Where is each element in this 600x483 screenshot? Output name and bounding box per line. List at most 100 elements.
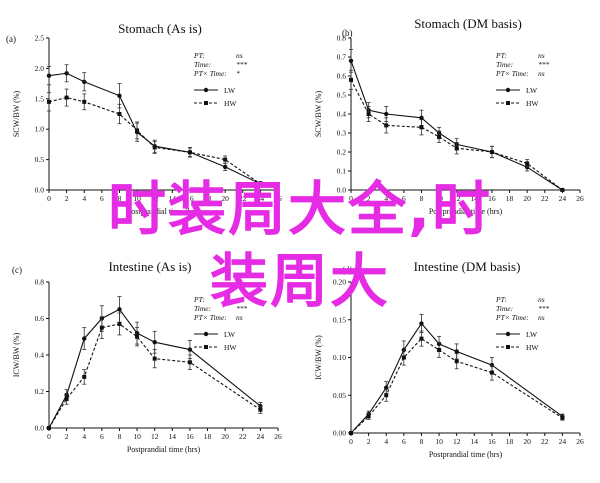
data-point [454,146,459,151]
data-point [152,356,157,361]
y-tick-label: 0.7 [337,53,347,62]
x-tick-label: 26 [576,194,584,203]
data-point [64,95,69,100]
data-point [46,73,52,78]
stat-label: PT× Time: [495,313,529,322]
x-axis-label: Postprandial time (hrs) [429,207,503,216]
x-tick-label: 18 [506,194,514,203]
data-point [401,355,406,360]
y-tick-label: 2.0 [35,64,45,73]
panel-letter: (c) [12,265,22,275]
data-point [99,325,104,330]
y-tick-label: 0.0 [337,186,347,195]
panel-letter: (d) [342,265,353,275]
x-tick-label: 26 [576,437,584,446]
x-tick-label: 2 [367,437,371,446]
data-point [117,112,122,116]
x-axis-label: Postprandial time (hrs) [127,207,201,216]
x-tick-label: 8 [420,437,424,446]
y-tick-label: 0.0 [35,424,45,433]
stat-value: *** [236,304,248,313]
legend-label: HW [224,99,237,108]
x-tick-label: 26 [274,194,282,203]
y-tick-label: 0.5 [35,155,45,164]
data-point [187,360,192,365]
data-point [349,77,353,82]
data-point [348,58,354,63]
series-hw [47,312,263,430]
x-tick-label: 4 [82,432,86,441]
chart-panel-a: Stomach (As is)(a)0.00.51.01.52.02.50 2 4 6… [6,21,282,216]
legend-marker [505,87,511,93]
x-tick-label: 14 [169,194,177,203]
x-tick-label: 26 [274,432,282,441]
y-axis-label: SCW/BW (%) [12,91,21,138]
x-tick-label: 20 [221,432,229,441]
x-tick-label: 18 [204,194,212,203]
stat-label: PT: [495,51,507,60]
y-tick-label: 0.10 [333,353,346,362]
stat-label: PT: [193,51,205,60]
x-tick-label: 12 [453,194,461,203]
data-point [437,347,442,352]
y-axis-label: ICW/BW (%) [12,332,21,377]
x-tick-label: 12 [151,432,159,441]
x-tick-label: 20 [523,437,531,446]
x-tick-label: 16 [488,437,496,446]
x-tick-label: 4 [384,194,388,203]
y-tick-label: 0.3 [337,129,347,138]
panel-letter: (a) [6,34,16,44]
legend-label: LW [526,86,538,95]
y-tick-label: 0.6 [337,72,347,81]
x-tick-label: 18 [204,432,212,441]
chart-panel-c: Intestine (As is)(c)0.00.20.40.60.80 2 4 6 8… [12,259,282,454]
y-tick-label: 0.5 [337,91,347,100]
x-tick-label: 12 [151,194,159,203]
y-tick-label: 2.5 [35,34,45,43]
data-point [489,150,494,154]
data-point [152,340,157,345]
x-tick-label: 2 [65,194,69,203]
y-tick-label: 0.15 [333,315,346,324]
data-point [135,128,140,133]
stat-value: * [236,69,240,78]
stat-value: ns [538,51,545,60]
data-point [117,307,122,312]
data-point [187,347,193,352]
x-tick-label: 24 [559,194,567,203]
stat-value: *** [538,60,550,69]
data-point [117,321,122,326]
chart-title: Stomach (DM basis) [414,16,522,31]
y-axis-label: SCW/BW (%) [314,91,323,138]
data-point [258,407,263,412]
x-tick-label: 0 [47,432,51,441]
x-tick-label: 24 [257,194,265,203]
stat-value: ns [538,313,545,322]
data-point [135,334,140,339]
data-point [223,157,228,162]
x-tick-label: 12 [453,437,461,446]
chart-panel-b: Stomach (DM basis) (b) 0.0 0.1 0.2 0.3 0.4 0.5 0… [314,16,584,216]
x-tick-label: 10 [133,194,141,203]
x-tick-label: 0 [47,194,51,203]
stat-label: PT× Time: [193,313,227,322]
x-tick-label: 2 [65,432,69,441]
legend-marker [505,331,511,337]
data-point [525,161,530,166]
y-tick-label: 1.5 [35,94,45,103]
stat-label: Time: [194,60,211,69]
series-lw [46,64,263,187]
x-tick-label: 22 [541,437,549,446]
data-point [419,321,424,326]
stat-label: PT× Time: [193,69,227,78]
x-tick-label: 22 [239,432,247,441]
legend-label: HW [526,99,539,108]
x-tick-label: 22 [239,194,247,203]
chart-panel-d: Intestine (DM basis) (d) 0.00 0.05 0.10 0.15 0… [314,259,584,459]
data-point [454,359,459,364]
y-tick-label: 0.05 [333,391,346,400]
x-tick-label: 8 [420,194,424,203]
stat-label: PT: [495,295,507,304]
chart-title: Stomach (As is) [118,21,202,36]
